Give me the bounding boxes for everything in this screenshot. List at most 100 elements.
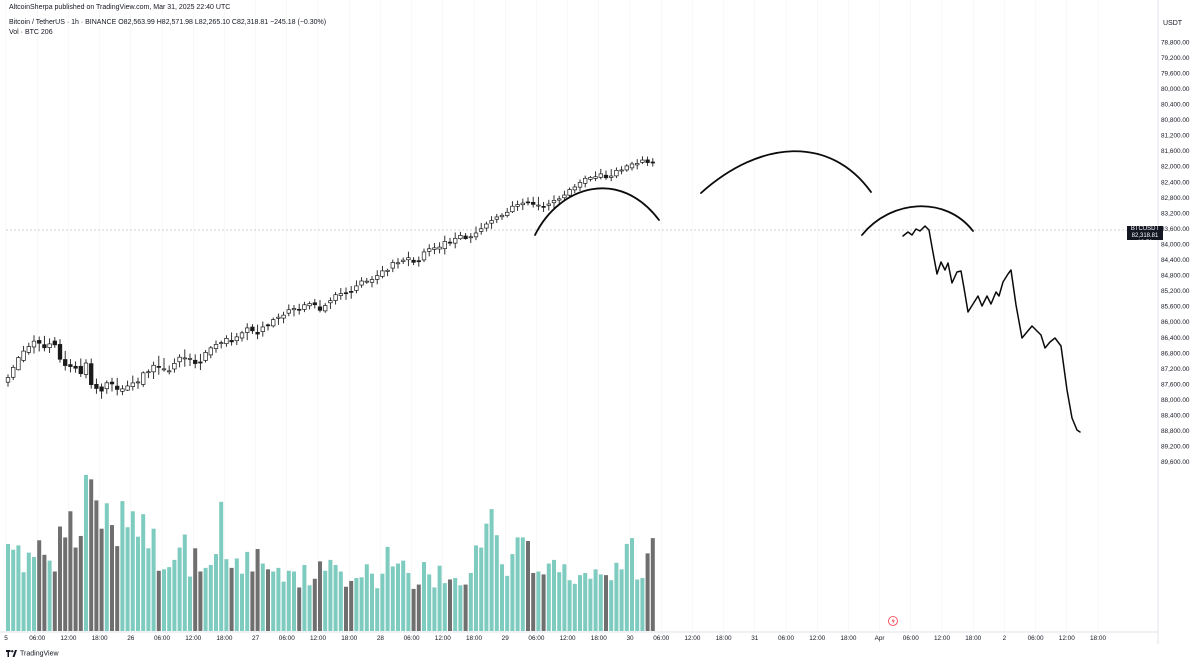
candle-body (302, 304, 307, 310)
candle-body (473, 232, 479, 238)
volume-bar (510, 554, 515, 631)
candle-body (583, 177, 588, 184)
candle-body (546, 203, 551, 206)
volume-bar (224, 559, 229, 631)
volume-label[interactable]: Vol · BTC (9, 29, 39, 36)
time-tick-label: 12:00 (60, 635, 76, 642)
high-value: H82,571.98 (156, 19, 193, 26)
candle-body (125, 385, 130, 391)
volume-bar (318, 561, 322, 631)
candle-body (297, 308, 302, 311)
price-tick-label: 89,600.00 (1161, 459, 1190, 466)
time-tick-label: 12:00 (684, 635, 700, 642)
volume-bar (375, 588, 380, 631)
time-tick-label: Apr (875, 635, 886, 642)
volume-bar (208, 564, 213, 631)
candle-body (135, 381, 141, 384)
volume-bar (6, 543, 10, 631)
candle-body (83, 362, 89, 375)
volume-bar (266, 569, 270, 631)
price-tick-label: 87,600.00 (1161, 381, 1190, 388)
volume-bar (16, 545, 21, 631)
time-tick-label: 06:00 (778, 635, 794, 642)
bar-countdown: 19:51 (1137, 240, 1153, 246)
candle-body (245, 327, 250, 333)
head-arc[interactable] (700, 150, 872, 194)
volume-bar (146, 548, 151, 631)
candle-body (198, 361, 203, 364)
candle-body (26, 346, 31, 353)
candle-body (271, 319, 276, 327)
symbol-title[interactable]: Bitcoin / TetherUS · 1h · BINANCE (9, 19, 117, 26)
volume-bar (255, 549, 260, 631)
volume-bar (422, 562, 426, 631)
volume-bar (468, 572, 473, 631)
axis-unit[interactable]: USDT (1163, 20, 1183, 27)
volume-bar (323, 570, 328, 631)
candle-body (291, 308, 297, 311)
flash-icon[interactable] (888, 616, 898, 626)
volume-bar (448, 579, 452, 631)
candle-body (359, 280, 364, 286)
volume-bar (437, 565, 442, 631)
time-tick-label: 12:00 (1059, 635, 1075, 642)
volume-bar (115, 546, 120, 631)
volume-bar (110, 525, 114, 631)
volume-bar (21, 572, 26, 631)
volume-bar (494, 535, 499, 631)
volume-bar (276, 567, 281, 631)
volume-bar (188, 576, 192, 631)
volume-bar (484, 523, 489, 631)
candle-body (187, 358, 193, 360)
open-value: O82,563.99 (118, 19, 155, 26)
candle-body (562, 194, 567, 199)
volume-bar (500, 564, 504, 631)
time-tick-label: 18:00 (1090, 635, 1106, 642)
volume-bar (406, 572, 411, 631)
candle-body (390, 262, 395, 269)
projected-price-path[interactable] (902, 225, 1081, 433)
time-tick-label: 06:00 (279, 635, 295, 642)
shoulder-arc-left[interactable] (534, 187, 660, 236)
candle-body (250, 326, 255, 332)
candle-body (401, 259, 406, 262)
candle-body (182, 357, 187, 360)
volume-bar (302, 564, 307, 631)
volume-bar (328, 559, 333, 631)
candle-body (598, 173, 603, 178)
price-tick-label: 85,200.00 (1161, 288, 1190, 295)
volume-bar (214, 554, 218, 631)
volume-bar (172, 559, 177, 631)
close-value: C82,318.81 (231, 19, 269, 26)
change-value: −245.18 (−0.30%) (270, 19, 327, 26)
candle-body (99, 386, 104, 392)
candle-body (458, 235, 463, 240)
price-tick-label: 79,200.00 (1161, 55, 1190, 62)
volume-bar (338, 571, 343, 631)
volume-bar (474, 545, 478, 631)
candle-body (494, 216, 499, 220)
shoulder-arc-right[interactable] (861, 205, 974, 236)
time-axis[interactable]: 5 06:00 12:00 18:00 26 06:00 12:00 18:00 27 06:00… (4, 635, 1106, 642)
candle-body (328, 300, 333, 304)
volume-bar (515, 537, 520, 631)
time-tick-label: 06:00 (154, 635, 170, 642)
volume-bar (354, 578, 359, 631)
price-axis[interactable]: 78,800.00 79,200.00 79,600.00 80,000.00 80,4… (1161, 39, 1190, 466)
candle-body (333, 294, 338, 301)
volume-bar (240, 573, 244, 631)
volume-bar (640, 578, 645, 631)
footer-brand[interactable]: TradingView (6, 650, 59, 657)
price-tick-label: 83,600.00 (1161, 226, 1190, 233)
time-tick-label: 06:00 (528, 635, 544, 642)
candle-body (31, 340, 37, 348)
candle-body (161, 368, 167, 371)
time-tick-label: 18:00 (341, 635, 357, 642)
price-tick-label: 86,000.00 (1161, 319, 1190, 326)
candle-body (489, 220, 494, 224)
candle-body (276, 316, 281, 319)
volume-bar (463, 584, 468, 631)
volume-bar (349, 580, 354, 631)
candle-body (572, 186, 577, 191)
